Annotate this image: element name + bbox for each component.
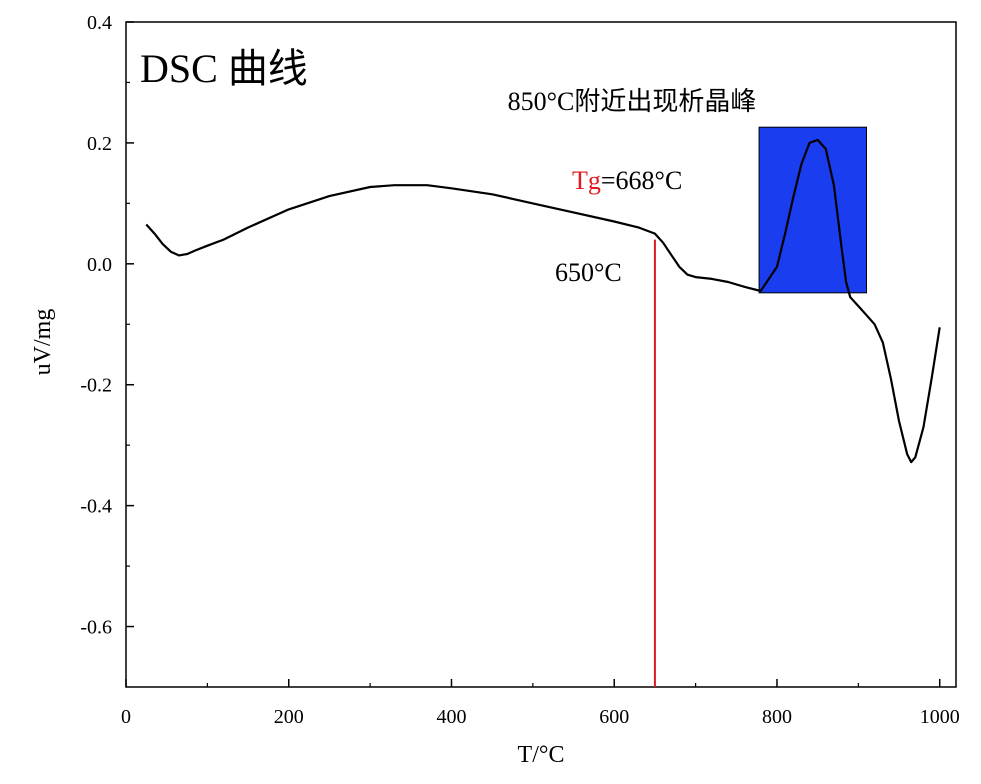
x-axis-title: T/°C <box>518 742 565 768</box>
crystallization-peak-highlight <box>758 126 867 294</box>
x-axis-ticks: 0 200 400 600 800 1000 <box>121 679 960 728</box>
onset-temperature-label: 650°C <box>555 258 622 287</box>
tg-value: =668°C <box>601 166 682 195</box>
y-tick-label: 0.0 <box>87 254 112 276</box>
y-tick-label: -0.2 <box>80 375 112 397</box>
y-axis-title: uV/mg <box>30 309 56 376</box>
crystallization-peak-label: 850°C附近出现析晶峰 <box>508 87 757 116</box>
y-axis-ticks: -0.6 -0.4 -0.2 0.0 0.2 0.4 <box>80 12 134 639</box>
dsc-curve <box>145 138 941 464</box>
y-tick-label: -0.4 <box>80 496 112 518</box>
x-tick-label: 800 <box>762 706 792 728</box>
x-tick-label: 400 <box>436 706 466 728</box>
chart-marks <box>145 126 941 687</box>
x-tick-label: 600 <box>599 706 629 728</box>
tg-annotation: Tg=668°C <box>572 166 682 195</box>
tg-prefix: Tg <box>572 166 601 195</box>
x-tick-label: 1000 <box>920 706 960 728</box>
x-tick-label: 200 <box>274 706 304 728</box>
y-tick-label: -0.6 <box>80 617 112 639</box>
plot-frame <box>125 21 957 688</box>
y-tick-label: 0.2 <box>87 133 112 155</box>
chart-title: DSC 曲线 <box>140 46 308 91</box>
x-tick-label: 0 <box>121 706 131 728</box>
y-tick-label: 0.4 <box>87 12 112 34</box>
